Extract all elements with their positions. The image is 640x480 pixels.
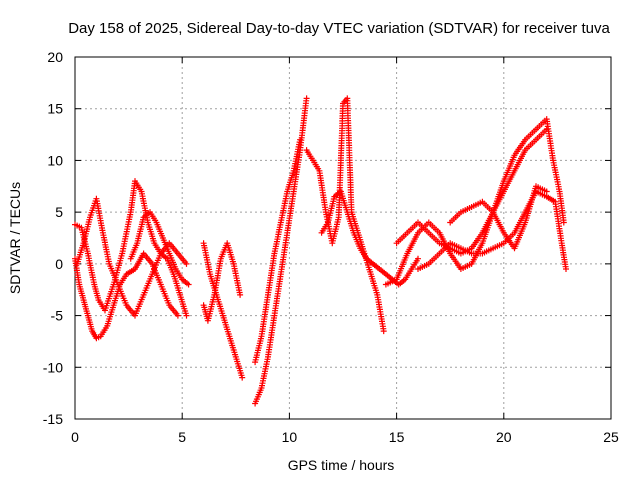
series-sat-n xyxy=(415,188,569,272)
x-tick-label: 5 xyxy=(178,429,186,445)
series-sat-h xyxy=(252,136,304,366)
y-tick-label: 15 xyxy=(47,101,63,117)
x-tick-label: 25 xyxy=(603,429,619,445)
series-sat-k xyxy=(382,116,567,288)
data-points xyxy=(72,95,569,407)
y-axis-label: SDTVAR / TECUs xyxy=(7,182,23,294)
y-tick-label: -10 xyxy=(43,359,63,375)
series-sat-l xyxy=(393,126,550,257)
x-tick-label: 15 xyxy=(389,429,405,445)
y-tick-labels: -15 -10 -5 0 5 10 15 20 xyxy=(43,49,63,427)
series-sat-i xyxy=(303,95,387,335)
y-tick-label: -15 xyxy=(43,411,63,427)
y-tick-label: 10 xyxy=(47,152,63,168)
data-marker-trace xyxy=(382,116,567,288)
data-marker-trace xyxy=(200,240,244,324)
series-sat-f xyxy=(200,240,244,324)
data-marker-trace xyxy=(252,136,304,366)
series-sat-g xyxy=(252,95,310,407)
x-axis-label: GPS time / hours xyxy=(288,457,395,473)
y-tick-label: -5 xyxy=(51,308,64,324)
x-tick-label: 0 xyxy=(71,429,79,445)
chart-title: Day 158 of 2025, Sidereal Day-to-day VTE… xyxy=(68,20,610,37)
data-marker-trace xyxy=(415,188,569,272)
x-tick-label: 20 xyxy=(496,429,512,445)
data-marker-trace xyxy=(303,95,387,335)
y-tick-label: 5 xyxy=(55,204,63,220)
data-marker-trace xyxy=(252,95,310,407)
x-tick-labels: 0 5 10 15 20 25 xyxy=(71,429,619,445)
data-marker-trace xyxy=(127,209,192,288)
plot-frame xyxy=(74,56,612,420)
y-tick-label: 0 xyxy=(55,256,63,272)
data-marker-trace xyxy=(393,126,550,257)
axis-ticks xyxy=(74,56,612,420)
x-tick-label: 10 xyxy=(282,429,298,445)
series-sat-d xyxy=(127,209,192,288)
y-tick-label: 20 xyxy=(47,49,63,65)
